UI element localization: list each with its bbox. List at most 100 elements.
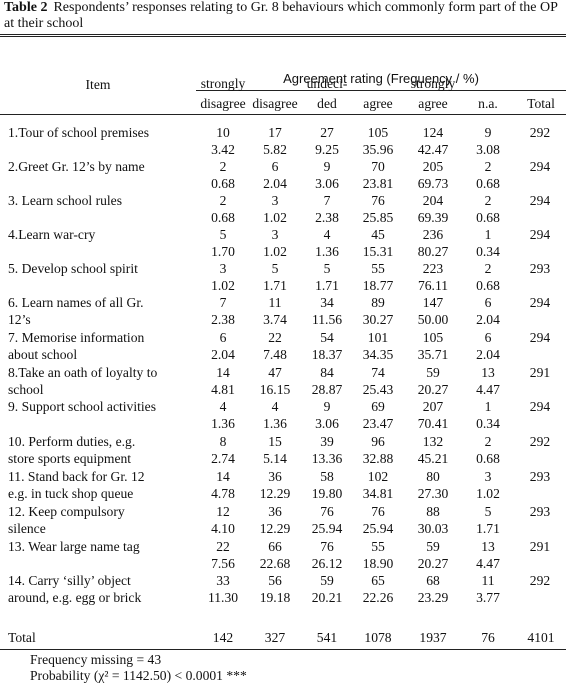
cell-undecided: 39 13.36 [300, 433, 354, 467]
cell-strongly-agree: 236 80.27 [402, 226, 464, 260]
cell-frequency: 56 [268, 573, 282, 588]
cell-frequency: 54 [320, 330, 334, 345]
cell-percent: 19.18 [259, 590, 291, 605]
cell-total: 294 [529, 159, 551, 174]
cell-frequency: 36 [268, 504, 282, 519]
row-item-label: 1.Tour of school premises [8, 124, 196, 158]
table-row: 10. Perform duties, e.g. store sports equ… [0, 433, 566, 467]
cell-frequency: 22 [268, 330, 282, 345]
cell-total: 293 [529, 261, 551, 276]
cell-percent: 15.31 [362, 244, 394, 259]
cell-strongly-agree: 88 30.03 [402, 503, 464, 537]
cell-strongly-disagree: 6 2.04 [196, 329, 250, 363]
cell-strongly-agree: 147 50.00 [402, 294, 464, 328]
cell-percent: 18.37 [311, 347, 343, 362]
total-undecided: 541 [316, 630, 338, 645]
cell-percent: 3.08 [476, 142, 500, 157]
cell-percent: 3.74 [263, 312, 287, 327]
cell-frequency: 6 [219, 330, 227, 345]
cell-disagree: 56 19.18 [250, 572, 300, 606]
cell-frequency: 88 [426, 504, 440, 519]
cell-percent: 2.38 [315, 210, 339, 225]
row-item-label: 11. Stand back for Gr. 12 e.g. in tuck sh… [8, 468, 196, 502]
cell-na: 3 1.02 [464, 468, 512, 502]
cell-percent: 28.87 [311, 382, 343, 397]
row-item-label: 3. Learn school rules [8, 192, 196, 226]
totals-label: Total [8, 630, 36, 645]
cell-strongly-agree: 205 69.73 [402, 158, 464, 192]
row-item-line: 13. Wear large name tag [8, 539, 140, 554]
cell-frequency: 3 [219, 261, 227, 276]
cell-percent: 45.21 [417, 451, 449, 466]
col-header-strongly-agree: strongly agree [402, 74, 464, 114]
cell-na: 6 2.04 [464, 294, 512, 328]
row-item-line: about school [8, 347, 78, 362]
col-header-line: strongly [200, 76, 246, 91]
cell-percent: 35.71 [417, 347, 449, 362]
cell-frequency: 2 [484, 193, 492, 208]
col-header-line [354, 74, 402, 94]
cell-strongly-agree: 132 45.21 [402, 433, 464, 467]
row-item-line [8, 209, 196, 226]
col-header-line [516, 74, 566, 94]
row-item-line [8, 243, 196, 260]
row-item-line [8, 555, 196, 572]
cell-percent: 50.00 [417, 312, 449, 327]
cell-strongly-agree: 207 70.41 [402, 398, 464, 432]
cell-percent: 2.04 [476, 347, 500, 362]
total-strongly-disagree: 142 [212, 630, 234, 645]
cell-undecided: 4 1.36 [300, 226, 354, 260]
cell-percent: 5.14 [263, 451, 287, 466]
cell-strongly-disagree: 10 3.42 [196, 124, 250, 158]
cell-strongly-disagree: 12 4.10 [196, 503, 250, 537]
cell-percent: 35.96 [362, 142, 394, 157]
row-item-line: 4.Learn war-cry [8, 227, 96, 242]
cell-strongly-agree: 59 20.27 [402, 538, 464, 572]
cell-undecided: 5 1.71 [300, 260, 354, 294]
cell-percent: 4.10 [211, 521, 235, 536]
cell-agree: 102 34.81 [354, 468, 402, 502]
cell-frequency: 47 [268, 365, 282, 380]
cell-strongly-agree: 124 42.47 [402, 124, 464, 158]
cell-undecided: 84 28.87 [300, 364, 354, 398]
cell-undecided: 76 26.12 [300, 538, 354, 572]
cell-na: 13 4.47 [464, 364, 512, 398]
cell-strongly-agree: 59 20.27 [402, 364, 464, 398]
cell-frequency: 223 [422, 261, 444, 276]
cell-percent: 11.56 [311, 312, 343, 327]
row-item-line [8, 141, 196, 158]
cell-frequency: 101 [367, 330, 389, 345]
cell-strongly-disagree: 2 0.68 [196, 192, 250, 226]
cell-disagree: 17 5.82 [250, 124, 300, 158]
cell-percent: 20.21 [311, 590, 343, 605]
row-item-label: 8.Take an oath of loyalty to school [8, 364, 196, 398]
row-item-line: e.g. in tuck shop queue [8, 486, 134, 501]
cell-frequency: 13 [481, 365, 495, 380]
cell-undecided: 9 3.06 [300, 158, 354, 192]
cell-frequency: 5 [323, 261, 331, 276]
row-item-line [8, 415, 196, 432]
cell-percent: 4.47 [476, 556, 500, 571]
cell-agree: 70 23.81 [354, 158, 402, 192]
cell-frequency: 68 [426, 573, 440, 588]
cell-frequency: 3 [484, 469, 492, 484]
cell-total: 292 [529, 434, 551, 449]
cell-frequency: 13 [481, 539, 495, 554]
cell-percent: 0.68 [476, 210, 500, 225]
cell-percent: 20.27 [417, 382, 449, 397]
cell-disagree: 4 1.36 [250, 398, 300, 432]
cell-disagree: 36 12.29 [250, 468, 300, 502]
row-item-line: silence [8, 521, 46, 536]
cell-na: 2 0.68 [464, 433, 512, 467]
col-header-disagree: disagree [250, 74, 300, 114]
top-rule-2 [0, 36, 566, 37]
row-item-label: 10. Perform duties, e.g. store sports equ… [8, 433, 196, 467]
cell-frequency: 39 [320, 434, 334, 449]
cell-frequency: 59 [320, 573, 334, 588]
col-header-line: ded [317, 96, 337, 111]
cell-disagree: 15 5.14 [250, 433, 300, 467]
cell-frequency: 69 [371, 399, 385, 414]
cell-frequency: 132 [422, 434, 444, 449]
cell-frequency: 59 [426, 365, 440, 380]
cell-percent: 1.36 [263, 416, 287, 431]
